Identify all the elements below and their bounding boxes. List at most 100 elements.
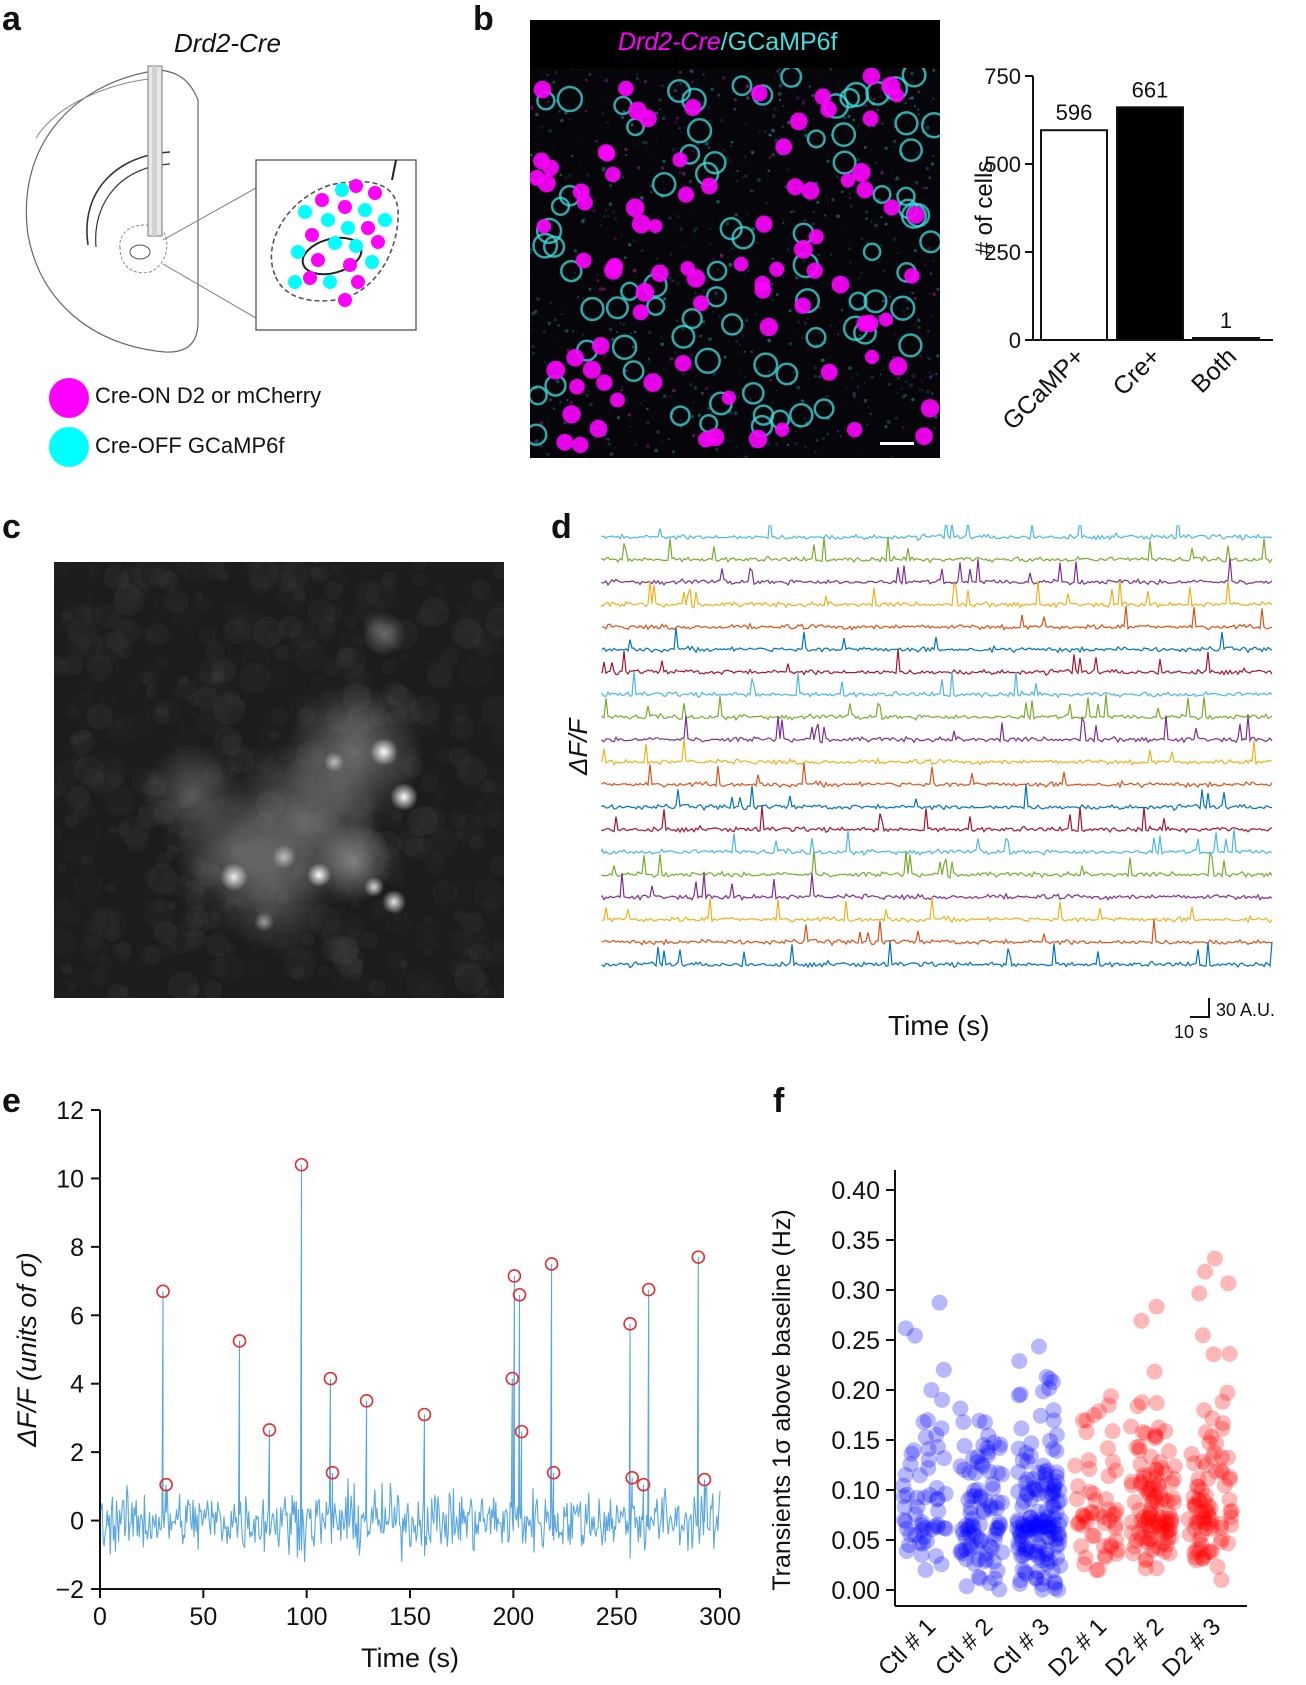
neuropil-speck [750, 150, 755, 155]
f-point [1162, 1521, 1179, 1538]
cre-cell [808, 229, 824, 245]
neuropil-speck [534, 135, 537, 138]
neuropil-speck [702, 289, 706, 292]
neuropil-speck [932, 292, 936, 297]
neuropil-speck [782, 275, 785, 278]
noise [438, 747, 453, 763]
noise [254, 665, 263, 674]
f-point [1041, 1522, 1058, 1539]
f-point [1074, 1517, 1091, 1534]
neuropil-speck [794, 276, 796, 278]
noise [105, 629, 119, 643]
f-point [1014, 1452, 1031, 1469]
noise [162, 687, 185, 711]
f-point [1188, 1541, 1205, 1558]
gcamp-cell [741, 381, 765, 405]
f-point [991, 1514, 1008, 1531]
f-point [1038, 1518, 1055, 1535]
f-y-tick-label: 0.15 [831, 1427, 880, 1455]
neuropil-speck [611, 210, 616, 214]
cre-cell [814, 88, 832, 105]
f-point [1132, 1476, 1149, 1493]
neuropil-speck [768, 370, 770, 373]
f-point [1046, 1483, 1063, 1500]
f-point [962, 1499, 979, 1516]
noise [214, 660, 235, 681]
neuropil-speck [893, 146, 895, 148]
noise [153, 707, 171, 725]
neuropil-speck [539, 192, 542, 194]
neuropil-speck [621, 175, 625, 179]
noise [160, 872, 184, 897]
neuropil-speck [774, 318, 776, 320]
neuropil-speck [869, 412, 872, 416]
noise [86, 655, 114, 682]
f-point [1199, 1497, 1216, 1514]
f-point [978, 1551, 995, 1568]
f-point [1200, 1544, 1217, 1560]
f-point [929, 1516, 946, 1533]
f-point [1030, 1518, 1047, 1535]
neuropil-speck [629, 425, 632, 428]
f-point [1107, 1516, 1124, 1533]
e-peak-marker [691, 1250, 706, 1264]
neuropil-speck [659, 362, 661, 364]
gcamp-cell [706, 260, 728, 282]
neuropil-speck [921, 425, 923, 427]
noise [171, 596, 202, 628]
neuropil-speck [539, 444, 543, 448]
f-point [1200, 1503, 1217, 1520]
noise [86, 703, 113, 730]
neuropil-speck [746, 213, 749, 216]
f-point [1035, 1457, 1052, 1474]
f-x-tick-label: D2 # 1 [1043, 1613, 1112, 1682]
f-point [1153, 1460, 1170, 1476]
f-point [1143, 1507, 1160, 1524]
f-group-3 [1009, 1338, 1069, 1598]
neuropil-speck [729, 330, 732, 333]
f-point [926, 1518, 943, 1535]
f-point [1158, 1515, 1175, 1532]
noise [492, 726, 504, 746]
f-point [907, 1527, 924, 1543]
neuropil-speck [738, 372, 741, 375]
noise [209, 683, 241, 714]
neuropil-speck [622, 323, 625, 326]
noise [96, 909, 128, 941]
neuropil-speck [570, 68, 572, 70]
neuropil-speck [582, 334, 584, 336]
trace-17 [601, 873, 1273, 902]
gcamp-cell [530, 423, 548, 446]
f-point [1022, 1509, 1039, 1526]
f-point [1188, 1513, 1205, 1530]
f-point [1015, 1493, 1032, 1510]
f-point [917, 1562, 934, 1578]
neuropil-speck [606, 121, 609, 124]
gcamp-cell [530, 385, 548, 406]
noise [346, 929, 361, 944]
f-point [1194, 1327, 1211, 1344]
neuropil-speck [863, 398, 868, 403]
neuropil-speck [603, 354, 607, 358]
f-point [1219, 1449, 1236, 1466]
neuropil-speck [530, 153, 533, 157]
f-point [1029, 1563, 1046, 1580]
f-point [987, 1526, 1004, 1543]
neuropil-speck [870, 375, 874, 379]
e-peak-marker [512, 1287, 527, 1302]
neuropil-speck [774, 77, 777, 79]
neuropil-speck [673, 120, 678, 125]
neuropil-speck [566, 399, 569, 402]
neuropil-speck [744, 155, 747, 158]
f-point [1150, 1476, 1167, 1493]
f-point [1051, 1526, 1068, 1543]
e-y-tick-label: 2 [70, 1439, 84, 1467]
f-point [1037, 1512, 1054, 1529]
f-point [1045, 1478, 1062, 1495]
f-point [1048, 1468, 1065, 1485]
noise [137, 669, 152, 684]
noise [492, 936, 504, 957]
neuropil-speck [804, 133, 808, 138]
neuropil-speck [917, 318, 921, 322]
neuropil-speck [601, 112, 604, 115]
